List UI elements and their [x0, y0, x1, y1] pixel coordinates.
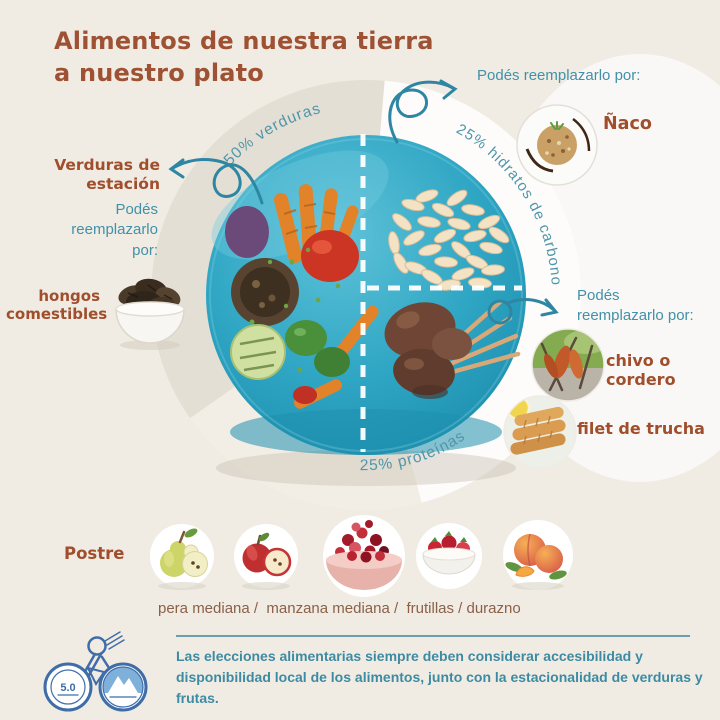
plate-rim-highlight: [209, 138, 523, 452]
wheel-badge-left-text: 5.0: [60, 682, 75, 694]
footer-note: Las elecciones alimentarias siempre debe…: [176, 648, 703, 706]
curly-arrow-top-right-icon: [388, 79, 458, 144]
plate-inner-shadow: [230, 409, 502, 455]
strawberries-photo: [416, 523, 482, 589]
title-line-2: a nuestro plato: [54, 58, 264, 87]
vegetables-illustration: [225, 184, 379, 409]
naco-photo: [516, 104, 598, 186]
peach-photo: [503, 520, 573, 590]
chivo-label: chivo o cordero: [606, 351, 676, 389]
fruit-caption: pera mediana / manzana mediana / frutill…: [158, 600, 521, 617]
hongos-label: hongos comestibles: [6, 287, 108, 323]
curly-arrow-left-icon: [168, 158, 264, 205]
title-line-1: Alimentos de nuestra tierra: [54, 27, 434, 55]
cyclist-logo: 5.0: [43, 631, 148, 712]
page-title: Alimentos de nuestra tierra a nuestro pl…: [54, 26, 514, 89]
trucha-label: filet de trucha: [577, 419, 705, 438]
postre-heading: Postre: [64, 544, 125, 563]
lamb-illustration: [384, 299, 521, 399]
berries-photo: [323, 515, 405, 597]
footer-divider: [176, 635, 690, 637]
apple-photo: [234, 524, 298, 590]
verduras-heading: Verduras de estación: [54, 156, 160, 193]
hongos-photo: [115, 278, 185, 350]
carbs-replace-label: Podés reemplazarlo por:: [477, 67, 641, 84]
plate-shadow: [216, 450, 516, 486]
pear-photo: [150, 524, 214, 590]
trucha-photo: [503, 395, 577, 469]
protein-replace-label: Podés reemplazarlo por:: [577, 287, 694, 325]
verduras-replace-label: Podés reemplazarlo por:: [71, 201, 158, 259]
naco-label: Ñaco: [603, 114, 652, 134]
curly-arrow-mid-right-icon: [487, 298, 559, 325]
